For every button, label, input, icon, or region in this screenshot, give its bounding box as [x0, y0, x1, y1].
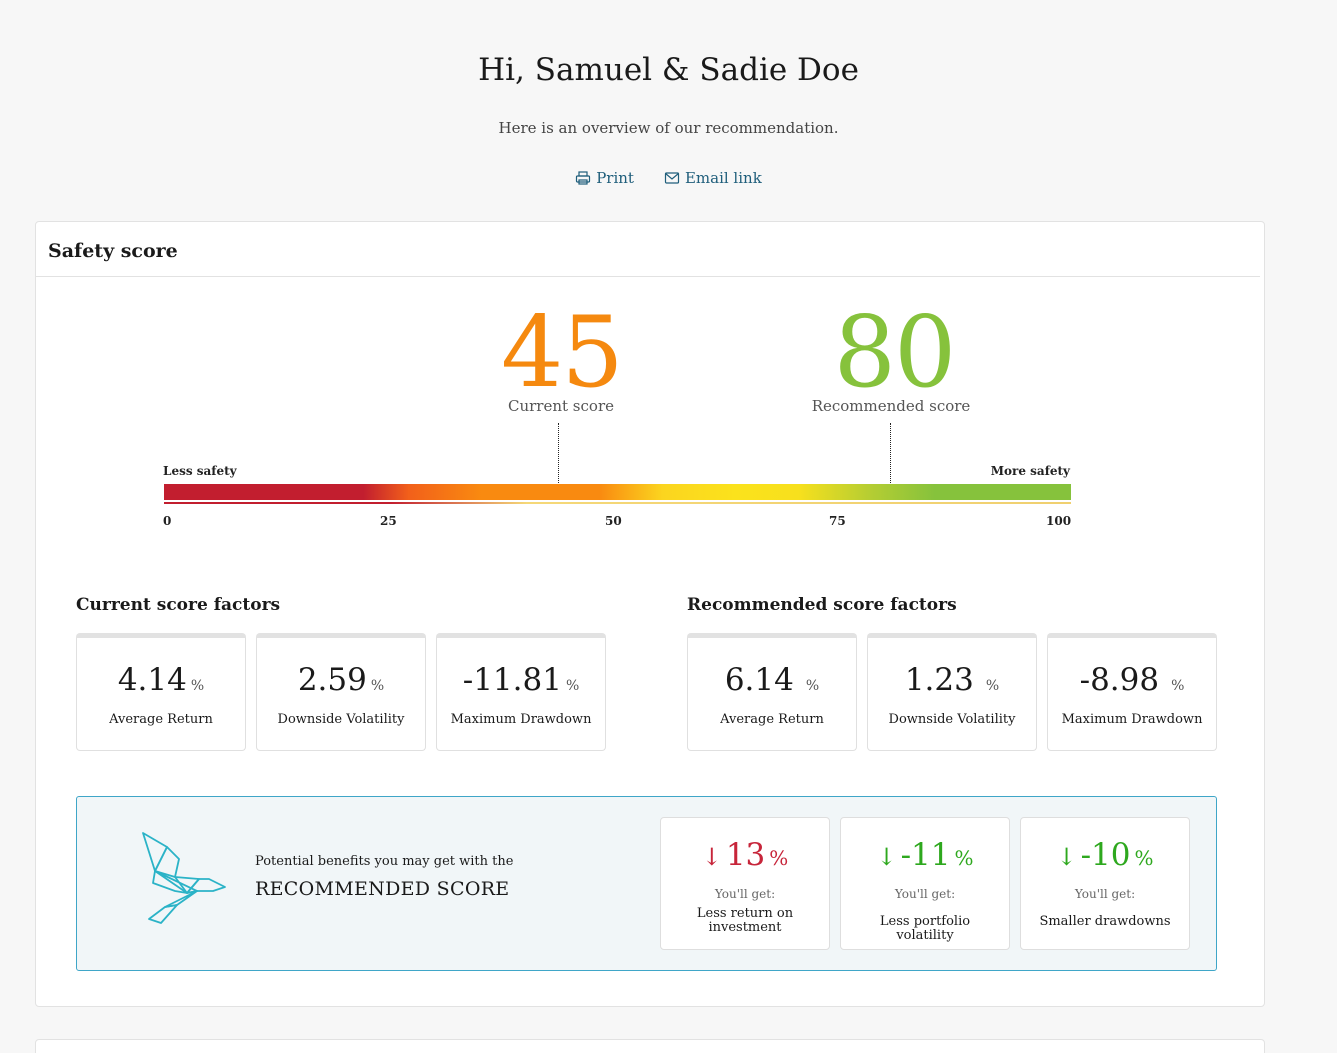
page-title: Hi, Samuel & Sadie Doe — [478, 52, 859, 88]
card-title: Safety score — [48, 240, 178, 262]
benefit-get-label: You'll get: — [894, 887, 956, 901]
factor-label: Maximum Drawdown — [450, 712, 592, 727]
factor-card: 2.59% Downside Volatility — [256, 633, 426, 751]
email-icon — [664, 172, 680, 184]
benefit-description: Less portfolio volatility — [879, 914, 971, 943]
benefit-card: ↓ -10% You'll get: Smaller drawdowns — [1020, 817, 1190, 950]
benefits-heading: RECOMMENDED SCORE — [255, 878, 510, 900]
factor-card: -11.81% Maximum Drawdown — [436, 633, 606, 751]
scale-tick: 75 — [829, 514, 846, 528]
factor-card: -8.98% Maximum Drawdown — [1047, 633, 1217, 751]
benefit-value: ↓ 13% — [661, 836, 829, 877]
factor-label: Maximum Drawdown — [1061, 712, 1203, 727]
arrow-down-icon: ↓ — [1056, 843, 1077, 871]
recommended-score-value: 80 — [833, 296, 957, 410]
email-link-label: Email link — [684, 169, 762, 187]
safety-bar-underline — [164, 502, 1071, 504]
scale-tick: 0 — [163, 514, 172, 528]
benefit-description: Smaller drawdowns — [1039, 914, 1171, 929]
arrow-down-icon: ↓ — [701, 843, 722, 871]
next-section-card — [35, 1039, 1265, 1053]
factor-value: 6.14% — [724, 662, 820, 698]
factor-value: 2.59% — [297, 662, 385, 698]
factor-value: 1.23% — [904, 662, 1000, 698]
scale-label-more: More safety — [990, 464, 1070, 478]
factor-card: 6.14% Average Return — [687, 633, 857, 751]
factor-label: Downside Volatility — [277, 712, 405, 727]
scale-tick: 100 — [1046, 514, 1072, 528]
current-score-label: Current score — [508, 397, 614, 415]
printer-icon — [576, 171, 591, 185]
benefits-panel: Potential benefits you may get with the … — [76, 796, 1217, 971]
factor-label: Average Return — [109, 712, 213, 727]
current-factors-title: Current score factors — [76, 595, 281, 615]
scale-tick: 50 — [605, 514, 622, 528]
current-score-pointer — [555, 423, 561, 490]
benefits-intro: Potential benefits you may get with the — [255, 854, 514, 869]
factor-value: -8.98% — [1079, 662, 1185, 698]
factor-card: 1.23% Downside Volatility — [867, 633, 1037, 751]
benefit-get-label: You'll get: — [714, 887, 776, 901]
benefit-value: ↓ -11% — [841, 836, 1009, 877]
benefit-value: ↓ -10% — [1021, 836, 1189, 877]
recommended-factors-title: Recommended score factors — [687, 595, 957, 615]
scale-label-less: Less safety — [163, 464, 237, 478]
factor-label: Downside Volatility — [888, 712, 1016, 727]
current-score-value: 45 — [501, 296, 624, 410]
recommended-score-label: Recommended score — [811, 397, 971, 415]
factor-value: -11.81% — [462, 662, 580, 698]
page-subtitle: Here is an overview of our recommendatio… — [498, 119, 839, 137]
benefit-card: ↓ -11% You'll get: Less portfolio volati… — [840, 817, 1010, 950]
card-divider — [36, 276, 1260, 277]
print-button[interactable]: Print — [575, 169, 634, 187]
benefit-card: ↓ 13% You'll get: Less return on investm… — [660, 817, 830, 950]
scale-tick: 25 — [380, 514, 397, 528]
benefit-description: Less return on investment — [696, 906, 794, 935]
safety-score-card: Safety score 45 Current score 80 Recomme… — [35, 221, 1265, 1007]
recommended-score-pointer — [887, 423, 893, 490]
safety-gradient-bar — [164, 484, 1071, 500]
origami-bird-icon — [142, 832, 226, 924]
benefit-get-label: You'll get: — [1074, 887, 1136, 901]
email-link-button[interactable]: Email link — [664, 169, 762, 187]
action-bar: Print Email link — [0, 169, 1337, 187]
factor-card: 4.14% Average Return — [76, 633, 246, 751]
arrow-down-icon: ↓ — [876, 843, 897, 871]
factor-value: 4.14% — [117, 662, 205, 698]
print-label: Print — [596, 169, 634, 187]
factor-label: Average Return — [720, 712, 824, 727]
